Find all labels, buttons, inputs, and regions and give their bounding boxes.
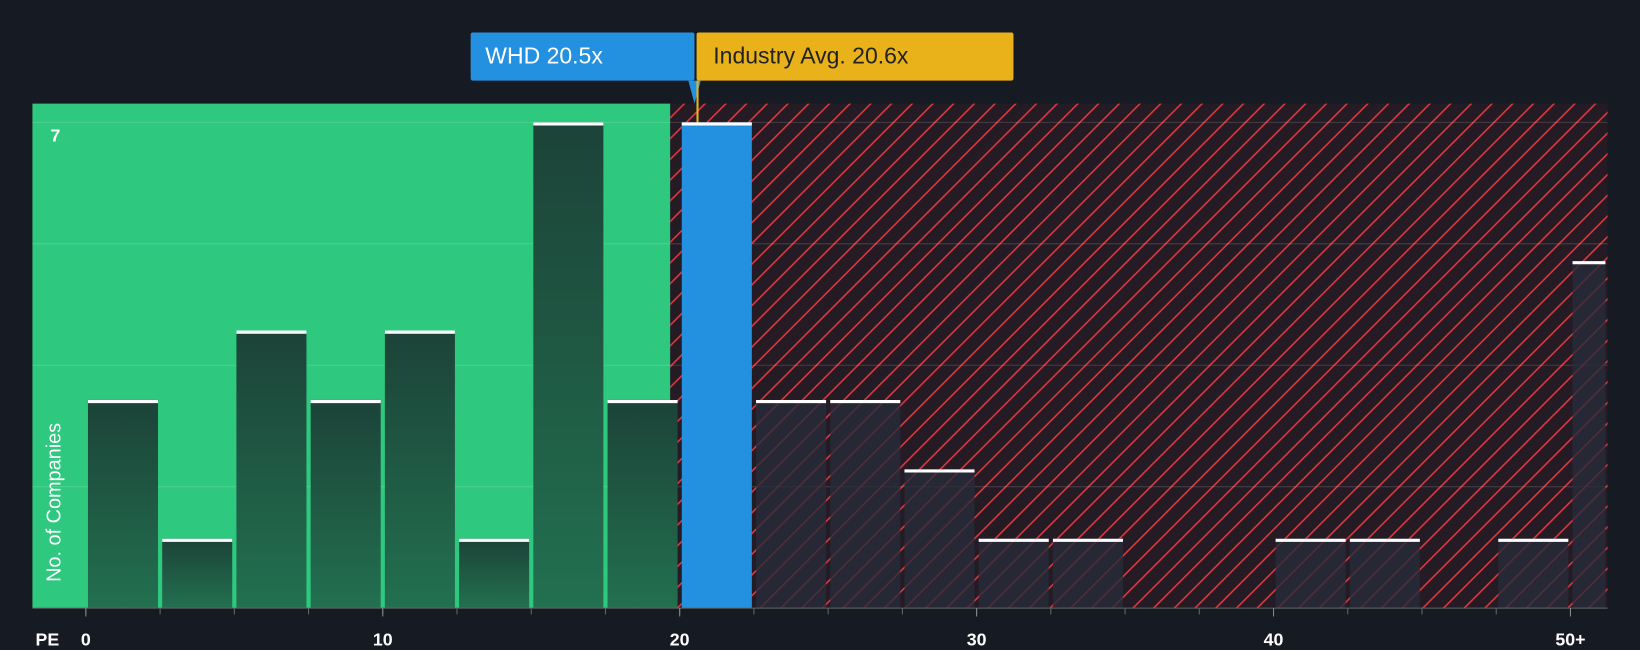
company-pointer [688, 80, 701, 104]
x-tick-label: 40 [1264, 629, 1284, 649]
bar [1572, 261, 1606, 609]
above-zone [670, 103, 1608, 609]
x-tick-label: 10 [373, 629, 393, 649]
bar [904, 469, 975, 609]
above-zone-tint [670, 103, 1608, 609]
bar [681, 122, 752, 609]
bar [1498, 538, 1569, 609]
bar [978, 538, 1049, 609]
bar [459, 538, 530, 609]
y-axis-label: No. of Companies [44, 423, 66, 582]
industry-badge [696, 32, 1014, 81]
bar [384, 330, 455, 609]
bar [533, 122, 604, 609]
bar [1275, 538, 1346, 609]
bar [756, 399, 827, 609]
x-tick-label: 30 [967, 629, 987, 649]
industry-label: Industry Avg. 20.6x [713, 43, 909, 69]
plot-group: 7 0 10 20 30 40 50+ PE No. of Companies WHD 20.5x… [32, 32, 1608, 649]
x-axis-label: PE [36, 629, 60, 649]
company-badge [470, 32, 695, 81]
x-tick-label: 50+ [1555, 629, 1585, 649]
company-label: WHD 20.5x [485, 43, 603, 69]
bar [87, 399, 159, 609]
bar [1349, 538, 1420, 609]
y-tick-label: 7 [50, 126, 60, 146]
bar [607, 399, 678, 609]
x-tick-label: 20 [670, 629, 690, 649]
bar [1052, 538, 1123, 609]
bar [236, 330, 307, 609]
bar [310, 399, 381, 609]
bar [830, 399, 901, 609]
x-tick-label: 0 [81, 629, 91, 649]
bar [162, 538, 233, 609]
